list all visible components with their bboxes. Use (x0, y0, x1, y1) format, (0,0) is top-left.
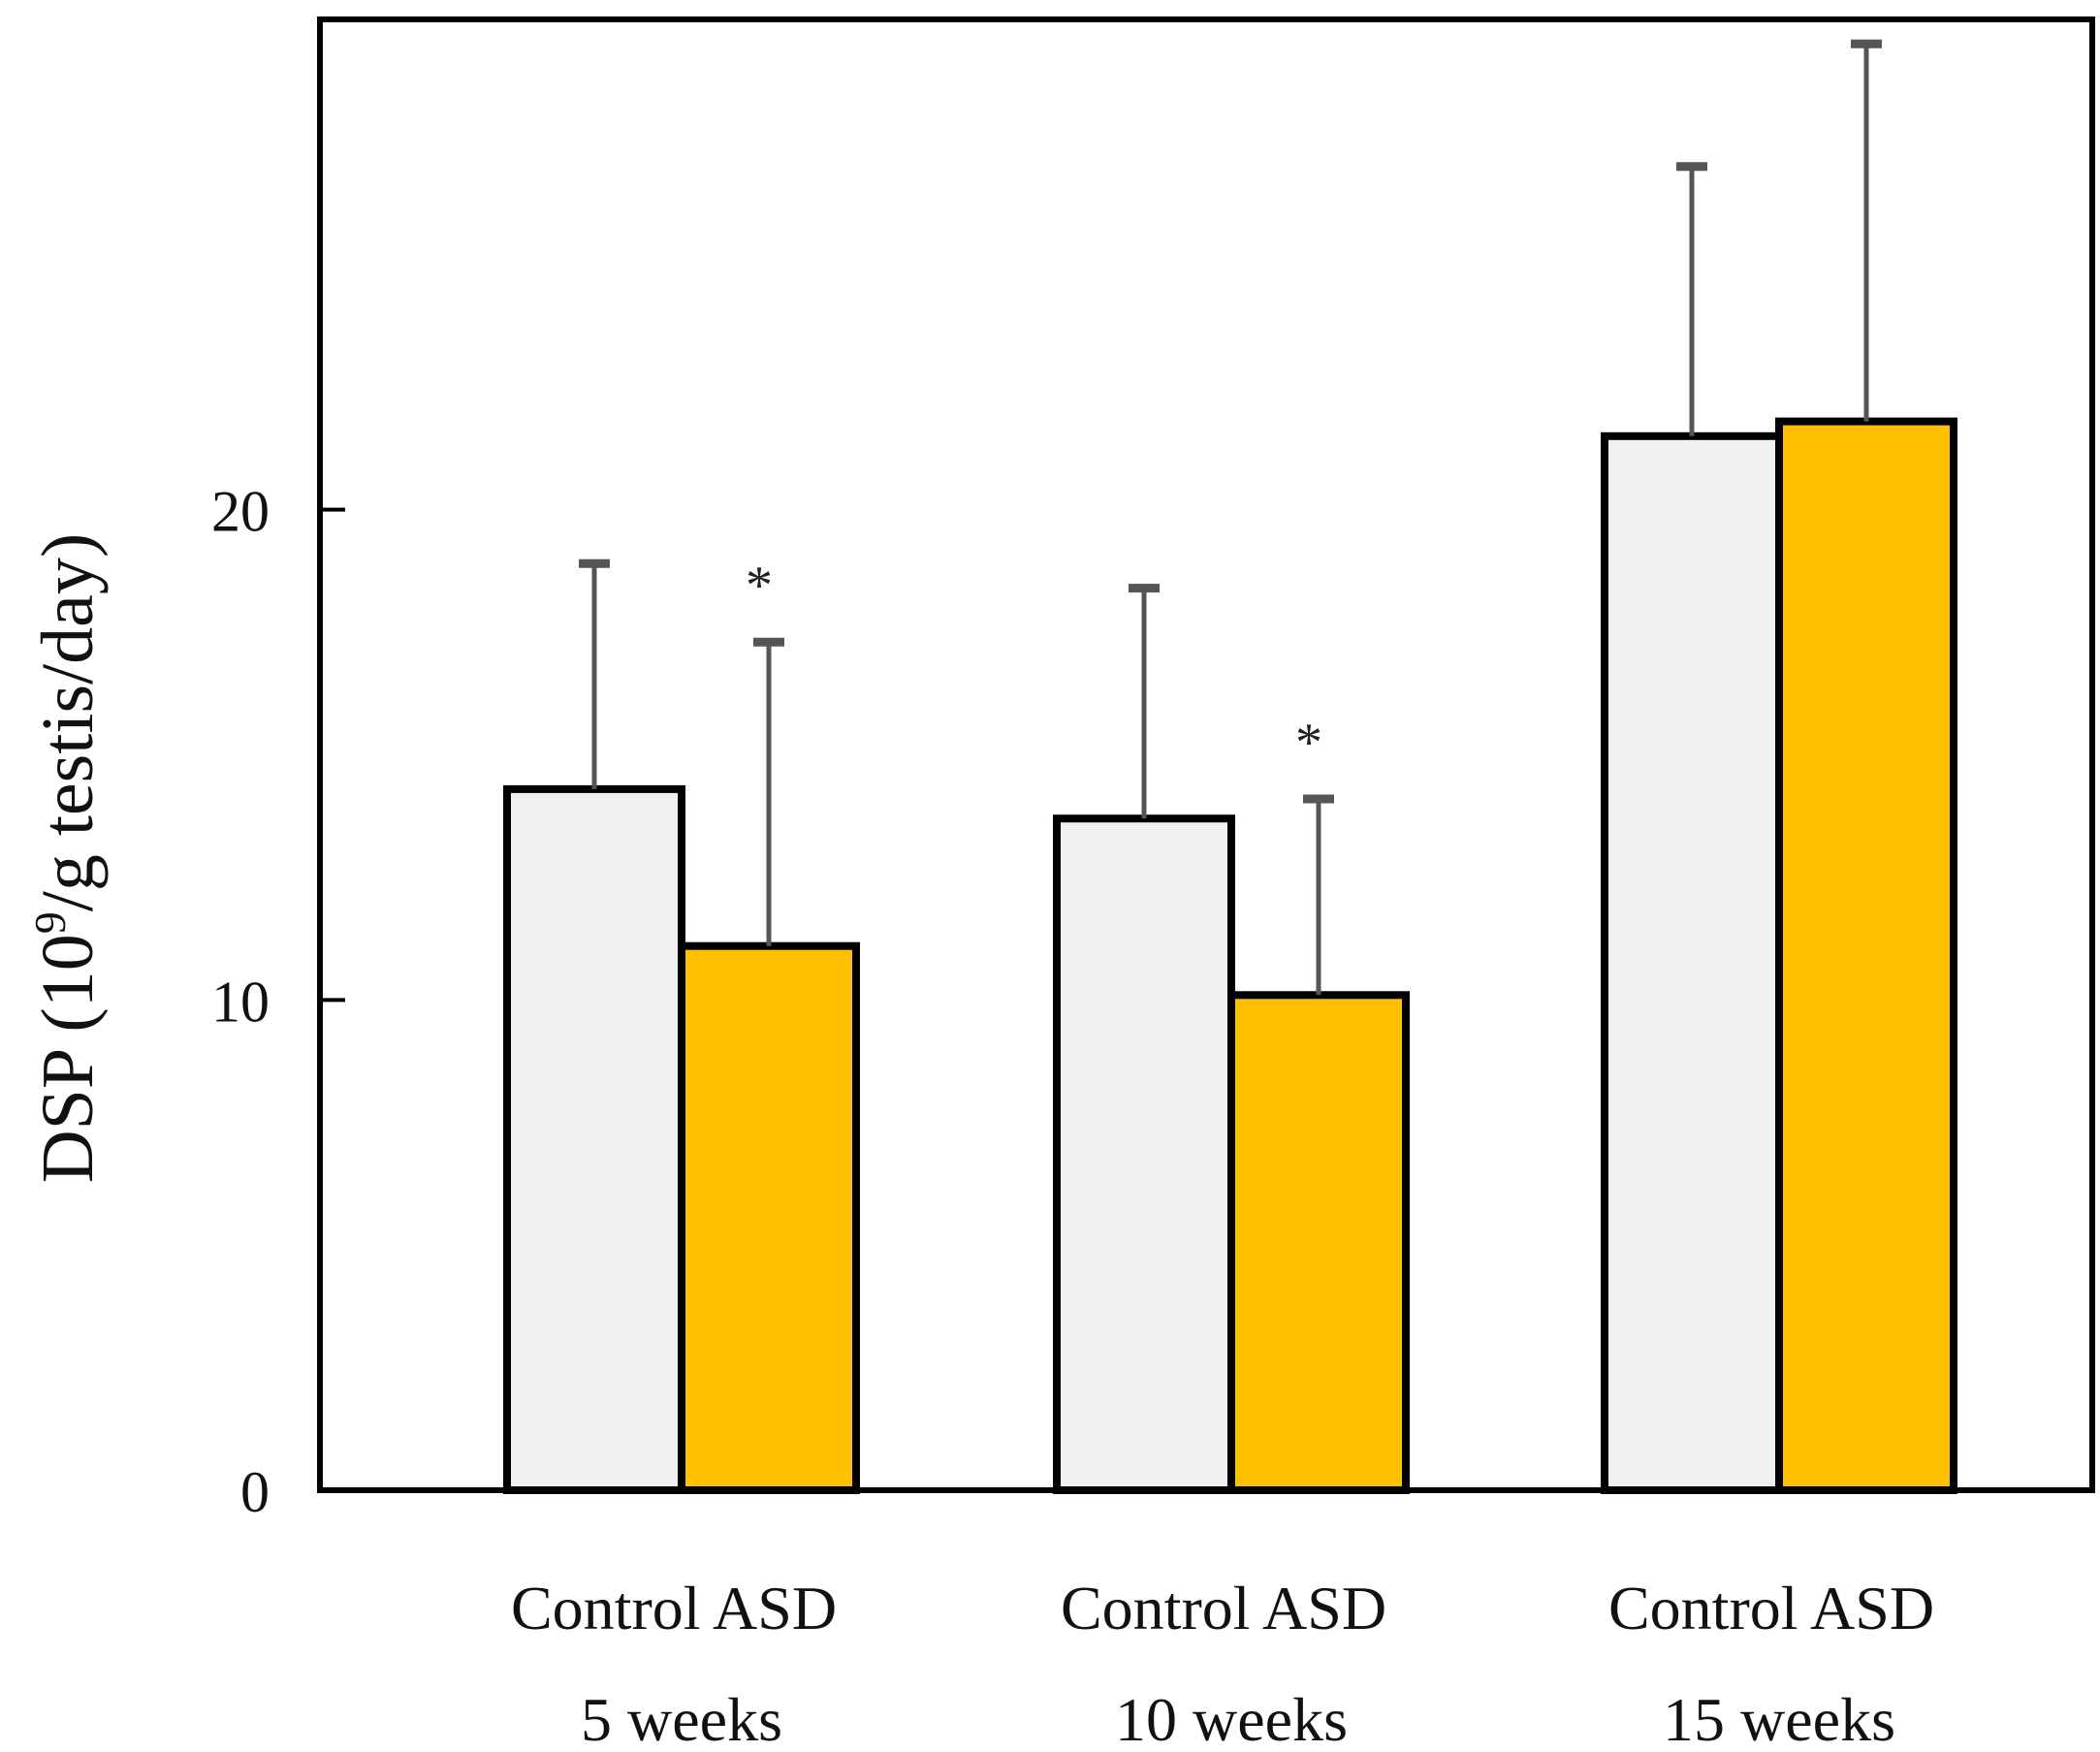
bar-labels-5-weeks: Control ASD (511, 1574, 837, 1642)
bar-control-15-weeks (1601, 431, 1783, 1495)
y-axis-label-prefix: DSP (10 (27, 934, 109, 1183)
group-label-10-weeks: 10 weeks (1115, 1685, 1348, 1752)
plot-frame (317, 16, 2095, 1493)
y-tick-label-0: 0 (240, 1460, 270, 1524)
group-label-5-weeks: 5 weeks (581, 1685, 782, 1752)
bar-asd-10-weeks (1227, 991, 1410, 1494)
bar-control-5-weeks (503, 784, 685, 1494)
bars-layer (503, 417, 1957, 1495)
error-bars-layer: ** (579, 39, 1882, 996)
bar-asd-15-weeks (1775, 417, 1957, 1495)
y-axis-label-suffix: /g testis/day) (27, 533, 109, 912)
significance-marker-asd-5-weeks: * (746, 556, 773, 616)
y-tick-label-10: 10 (211, 970, 270, 1034)
y-axis-label: DSP (109/g testis/day) (25, 533, 109, 1183)
group-label-15-weeks: 15 weeks (1663, 1685, 1895, 1752)
y-axis: 0 10 20 (211, 480, 345, 1524)
bar-control-10-weeks (1053, 814, 1235, 1494)
significance-marker-asd-10-weeks: * (1295, 713, 1322, 773)
bar-labels-15-weeks: Control ASD (1608, 1574, 1934, 1642)
bar-asd-5-weeks (678, 941, 860, 1494)
y-axis-label-superscript: 9 (25, 911, 75, 934)
y-tick-label-20: 20 (211, 480, 270, 544)
bar-labels-10-weeks: Control ASD (1061, 1574, 1386, 1642)
x-axis-labels: Control ASD 5 weeks Control ASD 10 weeks Con… (511, 1574, 1934, 1752)
